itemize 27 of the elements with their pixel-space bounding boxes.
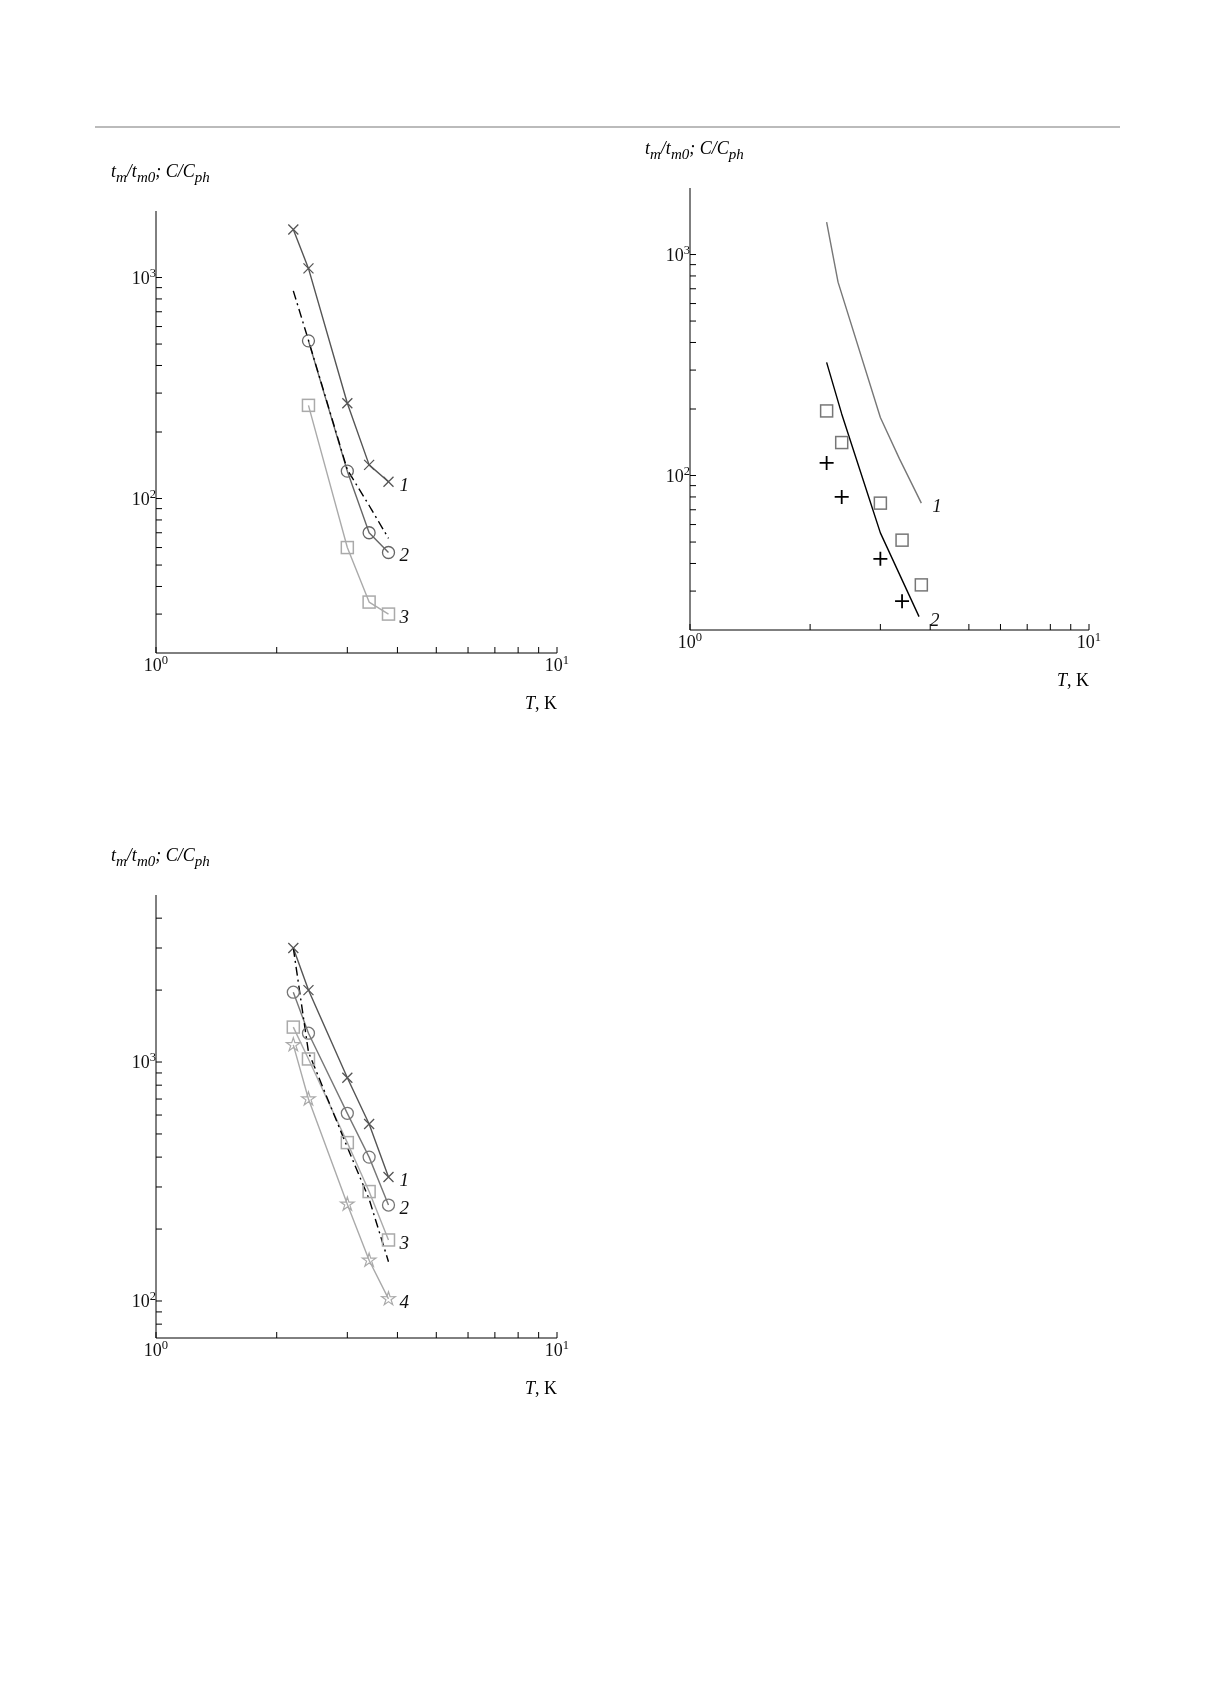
series-label: 1 bbox=[399, 473, 409, 495]
y-axis-title: t$_{m}$/t$_{m0}$; C/C$_{ph}$ bbox=[111, 161, 210, 186]
series-label: 3 bbox=[398, 1231, 409, 1253]
x-tick-label: 10$^{1}$ bbox=[1076, 630, 1102, 652]
y-tick-label: 10$^{2}$ bbox=[131, 486, 156, 509]
x-axis-title: T, K bbox=[1056, 670, 1089, 691]
series-label: 2 bbox=[930, 608, 941, 630]
x-tick-label: 10$^{0}$ bbox=[143, 1338, 169, 1360]
x-tick-label: 10$^{1}$ bbox=[544, 653, 570, 675]
y-axis-title: t$_{m}$/t$_{m0}$; C/C$_{ph}$ bbox=[645, 138, 744, 163]
x-tick-label: 10$^{0}$ bbox=[143, 653, 169, 675]
series-label: 2 bbox=[399, 544, 410, 566]
y-tick-label: 10$^{2}$ bbox=[131, 1288, 156, 1311]
y-tick-label: 10$^{3}$ bbox=[131, 1050, 156, 1073]
series-label: 2 bbox=[399, 1197, 410, 1219]
x-axis-title: T, K bbox=[524, 693, 557, 714]
y-tick-label: 10$^{3}$ bbox=[131, 265, 156, 288]
x-tick-label: 10$^{0}$ bbox=[677, 630, 703, 652]
series-label: 1 bbox=[399, 1169, 409, 1191]
x-axis-title: T, K bbox=[524, 1378, 557, 1399]
x-tick-label: 10$^{1}$ bbox=[544, 1338, 570, 1360]
y-tick-label: 10$^{2}$ bbox=[665, 463, 690, 486]
y-axis-title: t$_{m}$/t$_{m0}$; C/C$_{ph}$ bbox=[111, 845, 210, 870]
series-label: 1 bbox=[932, 495, 942, 517]
series-label: 3 bbox=[398, 606, 409, 628]
y-tick-label: 10$^{3}$ bbox=[665, 242, 690, 265]
series-label: 4 bbox=[399, 1290, 410, 1312]
